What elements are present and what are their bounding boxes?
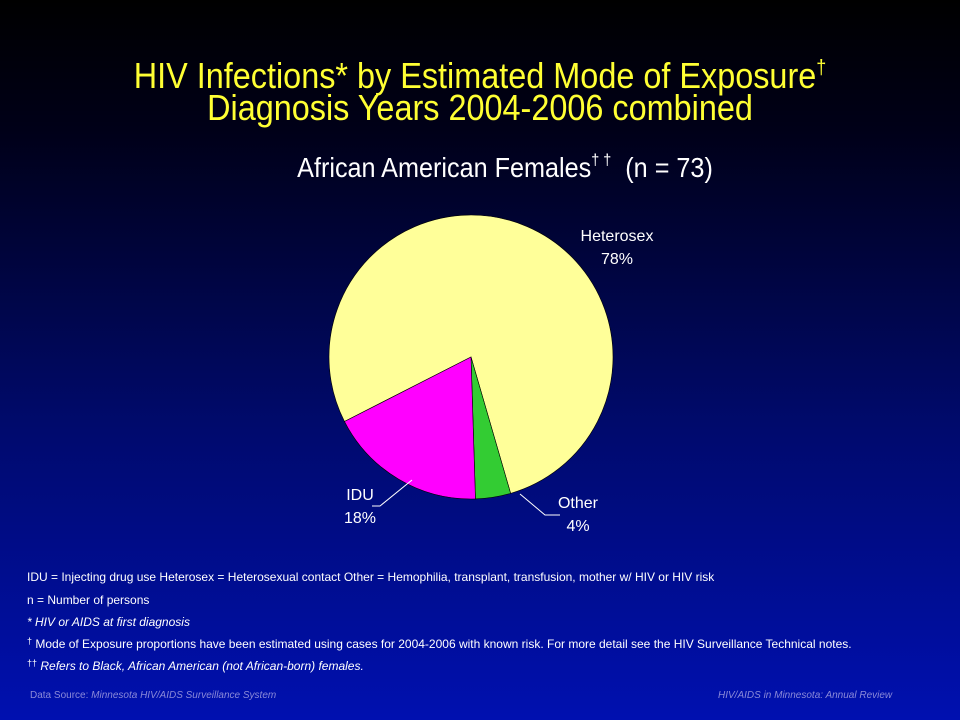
slice-label-other: Other bbox=[558, 495, 599, 512]
note-asterisk: * HIV or AIDS at first diagnosis bbox=[27, 615, 190, 629]
leader-line-other bbox=[519, 493, 560, 516]
note-dagger-text: Mode of Exposure proportions have been e… bbox=[35, 637, 852, 651]
slice-label-idu: IDU bbox=[346, 487, 374, 504]
footer-annual-review: HIV/AIDS in Minnesota: Annual Review bbox=[718, 690, 893, 701]
note-double-dagger-text: Refers to Black, African American (not A… bbox=[40, 659, 364, 673]
slice-label-heterosex: Heterosex bbox=[581, 228, 654, 245]
chart-title-line1: HIV Infections* by Estimated Mode of Exp… bbox=[48, 48, 912, 96]
title-dagger: † bbox=[816, 57, 827, 79]
slice-value-other: 4% bbox=[566, 518, 589, 535]
note-dagger-mark: † bbox=[27, 636, 33, 646]
slice-value-idu: 18% bbox=[344, 510, 376, 527]
pie-slice-heterosex bbox=[328, 214, 614, 494]
note-dagger: † Mode of Exposure proportions have been… bbox=[27, 636, 852, 651]
leader-line-idu bbox=[372, 479, 413, 507]
footer-source-prefix: Data Source: bbox=[30, 690, 92, 701]
note-double-dagger: †† Refers to Black, African American (no… bbox=[27, 658, 364, 673]
slice-value-heterosex: 78% bbox=[601, 251, 633, 268]
chart-title-line2: Diagnosis Years 2004-2006 combined bbox=[207, 87, 753, 128]
pie-slice-idu bbox=[344, 356, 476, 500]
subtitle-text: African American Females bbox=[297, 152, 592, 183]
footer-source: Data Source: Minnesota HIV/AIDS Surveill… bbox=[30, 690, 276, 701]
footer-source-text: Minnesota HIV/AIDS Surveillance System bbox=[91, 690, 277, 701]
note-definitions: IDU = Injecting drug use Heterosex = Het… bbox=[27, 570, 715, 584]
subtitle-double-dagger: † † bbox=[591, 152, 612, 169]
subtitle-count: (n = 73) bbox=[625, 152, 713, 183]
title-line1-text: HIV Infections* by Estimated Mode of Exp… bbox=[133, 55, 817, 96]
note-double-dagger-mark: †† bbox=[27, 658, 38, 668]
chart-subtitle: African American Females† † (n = 73) bbox=[51, 152, 960, 184]
note-n-definition: n = Number of persons bbox=[27, 593, 150, 607]
